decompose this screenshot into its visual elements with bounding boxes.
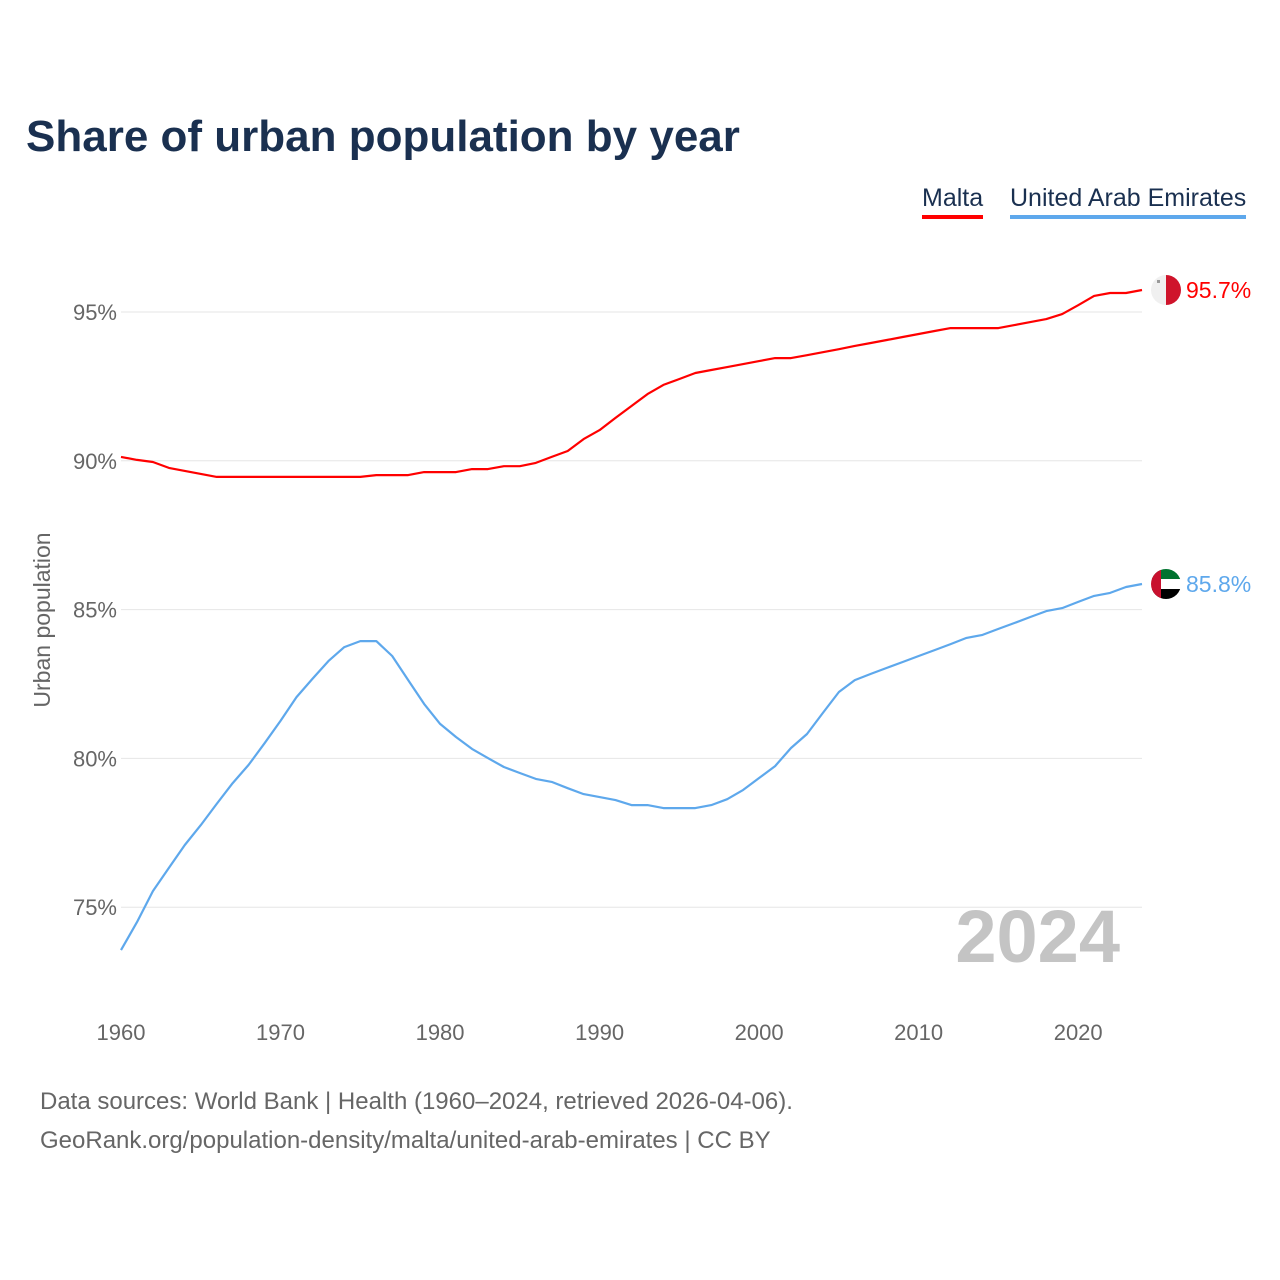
series-line-malta — [120, 288, 1143, 478]
footer-link[interactable]: GeoRank.org/population-density/malta/uni… — [40, 1127, 771, 1154]
flag-red — [1151, 569, 1161, 600]
uae-flag-icon — [1151, 569, 1181, 600]
flag-body — [1151, 569, 1181, 600]
flag-black — [1151, 589, 1181, 600]
x-tick-label: 2000 — [735, 1020, 784, 1045]
x-tick-label: 2020 — [1054, 1020, 1103, 1045]
x-tick-label: 1980 — [416, 1020, 465, 1045]
legend-uae[interactable]: United Arab Emirates — [1010, 184, 1247, 219]
end-value-label: 85.8% — [1186, 571, 1251, 597]
flag-red — [1166, 274, 1181, 305]
x-tick-label: 1990 — [575, 1020, 624, 1045]
footer-sources: Data sources: World Bank | Health (1960–… — [40, 1088, 793, 1115]
chart-title: Share of urban population by year — [26, 112, 740, 161]
end-value-label: 95.7% — [1186, 277, 1251, 303]
flag-white — [1151, 579, 1181, 590]
flag-white — [1151, 274, 1166, 305]
flag-body — [1151, 274, 1181, 305]
malta-flag-icon — [1151, 274, 1181, 305]
legend-malta[interactable]: Malta — [922, 184, 984, 219]
flag-green — [1151, 569, 1181, 580]
x-tick-label: 1960 — [97, 1020, 146, 1045]
y-tick-label: 85% — [73, 598, 117, 623]
y-axis-label: Urban population — [29, 532, 55, 707]
x-tick-label: 2010 — [894, 1020, 943, 1045]
x-tick-label: 1970 — [256, 1020, 305, 1045]
y-tick-label: 80% — [73, 746, 117, 771]
series-line-uae — [120, 582, 1143, 951]
y-tick-label: 95% — [73, 300, 117, 325]
y-tick-label: 75% — [73, 895, 117, 920]
year-watermark: 2024 — [955, 895, 1120, 978]
y-tick-label: 90% — [73, 449, 117, 474]
flag-cross — [1157, 279, 1160, 283]
